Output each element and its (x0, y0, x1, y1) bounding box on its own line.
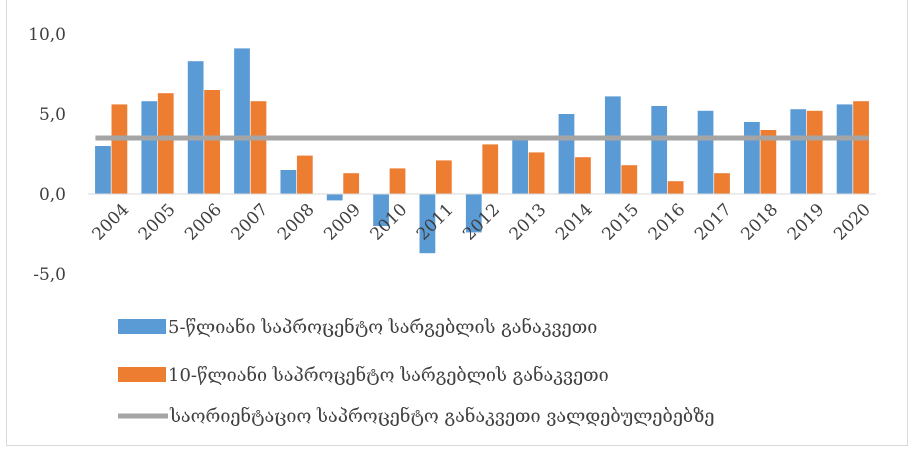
x-tick-label-2018: 2018 (737, 200, 782, 245)
legend-swatch-5yr (118, 319, 166, 334)
y-tick-label: 0,0 (39, 185, 66, 205)
bar-5yr-2016 (651, 106, 668, 194)
y-tick-label: 10,0 (28, 25, 66, 45)
chart-frame (6, 0, 908, 446)
legend-swatch-10yr (118, 367, 166, 382)
bar-5yr-2006 (187, 61, 204, 195)
bar-5yr-2008 (280, 170, 297, 194)
x-tick-label-2007: 2007 (228, 200, 273, 245)
bar-5yr-2020 (836, 104, 853, 194)
bar-5yr-2007 (234, 48, 250, 195)
bar-5yr-2005 (141, 101, 158, 194)
bar-10yr-2008 (296, 155, 313, 194)
bar-10yr-2006 (204, 90, 220, 194)
x-tick-label-2016: 2016 (645, 200, 690, 245)
x-tick-label-2017: 2017 (691, 200, 736, 245)
bar-5yr-2012 (465, 194, 482, 233)
bar-5yr-2014 (558, 114, 575, 194)
x-tick-label-2013: 2013 (506, 200, 551, 245)
bar-10yr-2015 (621, 165, 638, 194)
legend-label-5yr: 5-წლიანი საპროცენტო სარგებლის განაკვეთი (168, 316, 597, 338)
bar-10yr-2017 (714, 173, 730, 194)
x-tick-label-2019: 2019 (784, 200, 829, 245)
x-tick-label-2006: 2006 (181, 200, 226, 245)
bar-10yr-2012 (482, 144, 499, 194)
y-tick-label: 5,0 (39, 105, 66, 125)
bar-10yr-2007 (250, 101, 267, 194)
x-tick-label-2009: 2009 (320, 200, 365, 245)
bar-5yr-2013 (512, 136, 529, 194)
bar-10yr-2004 (111, 104, 128, 194)
legend-label-reference: საორიენტაციო საპროცენტო განაკვეთი ვალდებ… (169, 405, 714, 427)
x-axis-ticks: 2004 2005 2006 2007 2008 2009 2010 2011 2012 2013… (88, 200, 874, 245)
bar-10yr-2018 (760, 130, 777, 194)
bar-5yr-2011 (419, 194, 436, 254)
bar-10yr-2005 (157, 93, 174, 194)
bar-5yr-2010 (373, 194, 389, 226)
bar-10yr-2019 (806, 110, 823, 194)
bar-10yr-2011 (435, 160, 452, 194)
bar-10yr-2020 (853, 101, 869, 194)
y-axis-ticks: 10,0 5,0 0,0 -5,0 (28, 25, 66, 285)
x-tick-label-2004: 2004 (88, 200, 133, 245)
bar-5yr-2019 (790, 109, 807, 194)
bar-10yr-2013 (528, 152, 545, 194)
bar-10yr-2009 (343, 173, 360, 194)
bar-5yr-2015 (604, 96, 621, 194)
y-tick-label: -5,0 (33, 265, 66, 285)
x-tick-label-2005: 2005 (135, 200, 180, 245)
bar-5yr-2009 (326, 194, 343, 201)
x-tick-label-2008: 2008 (274, 200, 319, 245)
x-tick-label-2020: 2020 (830, 200, 875, 245)
bar-10yr-2016 (667, 181, 684, 194)
legend: 5-წლიანი საპროცენტო სარგებლის განაკვეთი … (118, 316, 714, 427)
bar-10yr-2010 (389, 168, 406, 194)
bar-10yr-2014 (575, 157, 591, 194)
x-tick-label-2015: 2015 (598, 200, 643, 245)
bar-5yr-2017 (697, 110, 714, 194)
bar-5yr-2018 (744, 122, 760, 194)
x-tick-label-2014: 2014 (552, 200, 597, 245)
legend-label-10yr: 10-წლიანი საპროცენტო სარგებლის განაკვეთი (168, 364, 609, 386)
bar-5yr-2004 (95, 146, 111, 194)
